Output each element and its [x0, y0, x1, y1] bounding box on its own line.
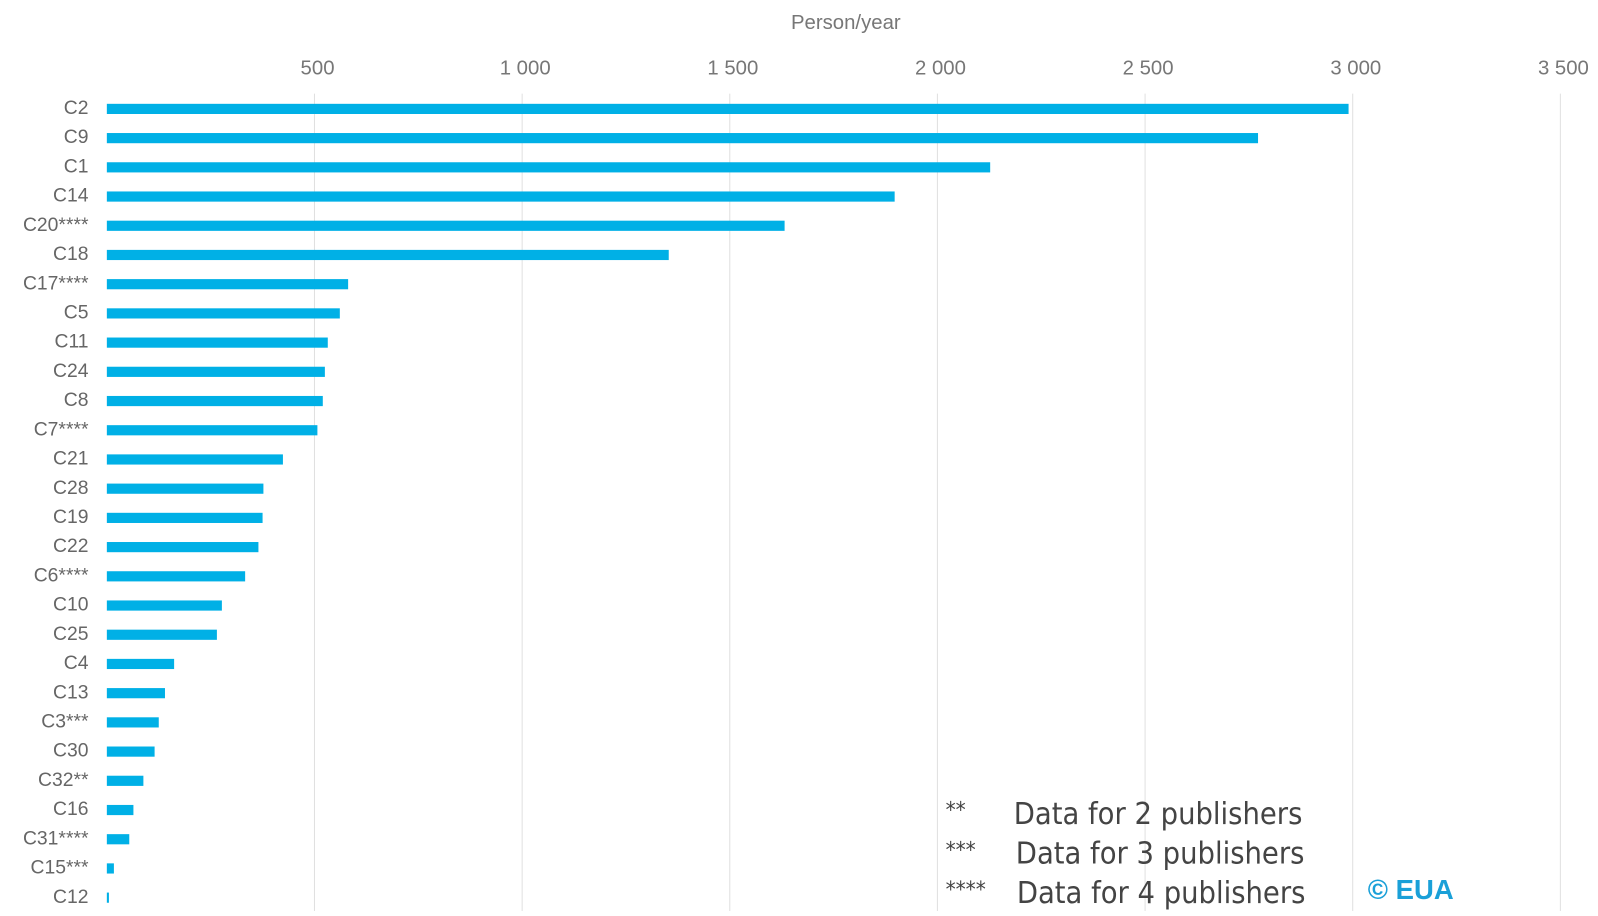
- bar: [106, 892, 109, 903]
- x-tick-label: 1 000: [500, 58, 551, 80]
- note-text: Data for 2 publishers: [1014, 797, 1303, 832]
- bar: [106, 746, 155, 757]
- x-tick-label: 2 500: [1123, 58, 1174, 80]
- bar: [106, 629, 217, 640]
- y-tick-label: C24: [53, 361, 89, 382]
- bar: [106, 483, 264, 494]
- bar: [106, 804, 134, 816]
- y-tick-label: C10: [53, 595, 88, 616]
- bar: [106, 279, 349, 290]
- y-tick-label: C3***: [41, 711, 89, 732]
- y-tick-label: C31****: [23, 828, 89, 849]
- bar: [106, 775, 144, 786]
- y-tick-label: C14: [53, 186, 89, 207]
- y-tick-label: C8: [64, 390, 89, 411]
- y-tick-label: C32**: [38, 770, 89, 791]
- y-tick-label: C1: [64, 156, 89, 177]
- bar: [106, 162, 991, 173]
- y-tick-label: C16: [53, 799, 88, 820]
- note-text: Data for 3 publishers: [1016, 837, 1305, 872]
- y-tick-label: C18: [53, 244, 88, 265]
- bar: [106, 366, 325, 377]
- y-tick-label: C4: [64, 653, 89, 674]
- credit: © EUA: [1368, 874, 1454, 905]
- y-tick-label: C11: [54, 332, 88, 353]
- bar: [106, 658, 175, 670]
- y-tick-label: C13: [53, 682, 88, 703]
- y-tick-label: C25: [53, 624, 88, 645]
- y-tick-label: C2: [64, 98, 89, 119]
- y-tick-label: C7****: [34, 419, 89, 440]
- bar: [106, 308, 340, 319]
- y-tick-label: C15***: [30, 858, 89, 879]
- note-text: Data for 4 publishers: [1017, 876, 1306, 911]
- y-tick-label: C28: [53, 478, 88, 499]
- y-tick-label: C21: [53, 449, 88, 470]
- bar: [106, 103, 1349, 115]
- bar: [106, 220, 785, 231]
- y-tick-label: C20****: [23, 215, 89, 236]
- bar: [106, 863, 114, 874]
- bar: [106, 395, 323, 407]
- bar: [106, 454, 283, 465]
- bar: [106, 688, 165, 699]
- x-tick-label: 500: [301, 58, 335, 80]
- x-tick-label: 3 500: [1538, 58, 1589, 80]
- y-tick-label: C30: [53, 741, 88, 762]
- bar: [106, 133, 1259, 144]
- axis-title: Person/year: [791, 12, 901, 34]
- bar: [106, 571, 246, 582]
- note-marker: ****: [946, 877, 986, 903]
- y-tick-label: C6****: [34, 565, 89, 586]
- y-tick-label: C9: [64, 127, 89, 148]
- x-tick-label: 2 000: [915, 58, 966, 80]
- y-tick-label: C22: [53, 536, 88, 557]
- bar: [106, 600, 222, 611]
- bar: [106, 717, 159, 728]
- x-tick-label: 1 500: [707, 58, 758, 80]
- y-tick-label: C5: [64, 303, 89, 324]
- bar: [106, 834, 130, 845]
- bar: [106, 337, 328, 348]
- y-tick-label: C17****: [23, 273, 89, 294]
- y-tick-label: C19: [53, 507, 88, 528]
- bar: [106, 249, 669, 261]
- bar: [106, 512, 263, 523]
- bar: [106, 425, 318, 436]
- x-tick-label: 3 000: [1330, 58, 1381, 80]
- note-marker: **: [946, 798, 966, 824]
- note-marker: ***: [946, 837, 976, 863]
- bar: [106, 542, 259, 553]
- bar: [106, 191, 895, 202]
- y-tick-label: C12: [53, 887, 88, 908]
